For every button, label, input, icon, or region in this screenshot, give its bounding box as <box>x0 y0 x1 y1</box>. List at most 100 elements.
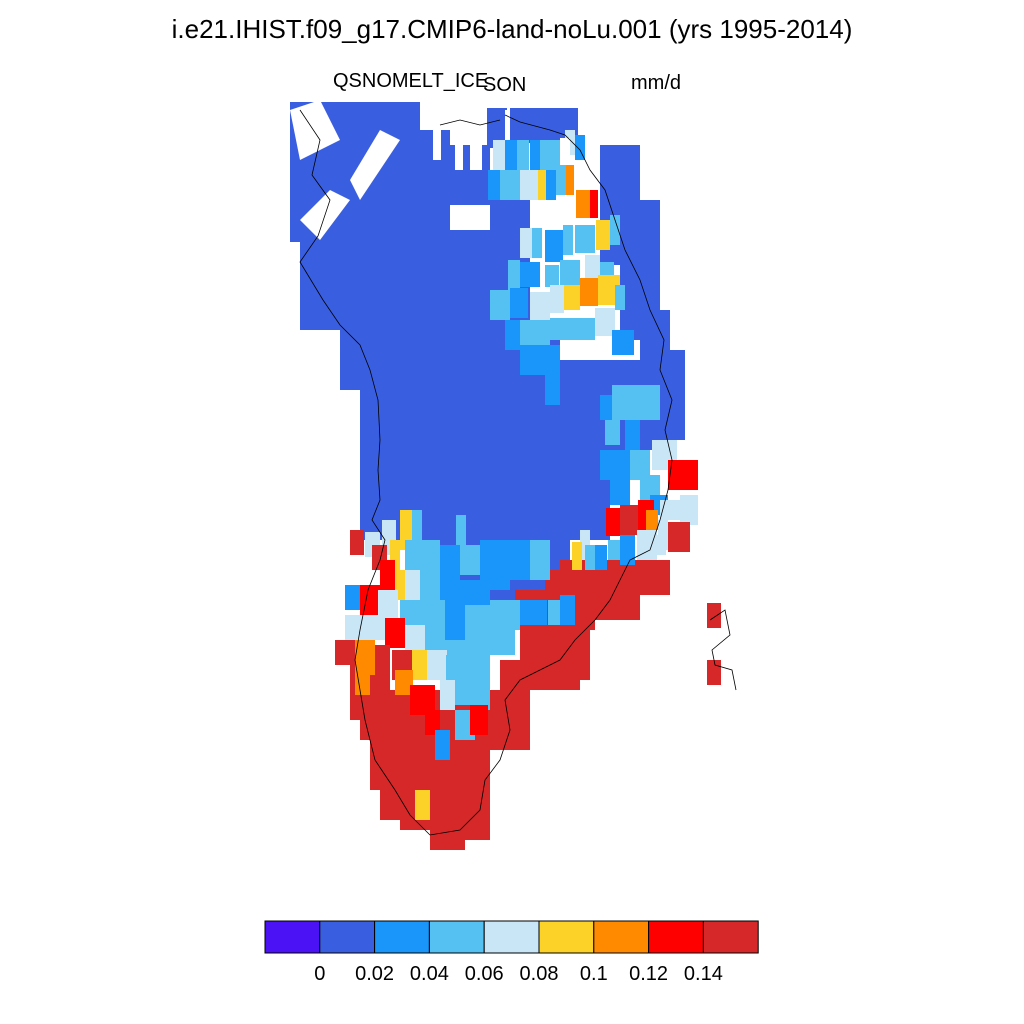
colorbar-box <box>483 920 540 954</box>
coastline <box>299 109 737 836</box>
map-cell <box>595 308 615 336</box>
colorbar-box <box>374 920 430 954</box>
map-cell <box>538 170 546 200</box>
colorbar-tick-label: 0.12 <box>629 963 668 985</box>
map-cell <box>520 320 550 345</box>
map-cell <box>500 170 520 200</box>
map-cell <box>654 535 666 555</box>
map-cell <box>395 570 405 600</box>
map-cell <box>505 140 517 175</box>
colorbar-ticks: 0 0.02 0.04 0.06 0.08 0.1 0.12 0.14 <box>314 963 723 985</box>
map-cell <box>440 680 455 710</box>
map-cell <box>637 530 657 560</box>
colorbar-box <box>264 920 321 954</box>
map-cell <box>493 140 505 170</box>
map-cell <box>335 640 355 665</box>
map-cell <box>610 475 630 505</box>
map-cell <box>355 640 375 675</box>
map-cell <box>490 600 505 630</box>
map-cell <box>425 710 440 735</box>
map-cell <box>530 292 550 324</box>
ice-margin-cells <box>335 130 721 850</box>
colorbar-box <box>702 920 759 954</box>
map-cell <box>475 685 490 710</box>
map-cell <box>660 500 680 520</box>
map-cell <box>395 670 413 695</box>
map-cell <box>378 590 398 620</box>
map-cell <box>545 265 559 287</box>
map-cell <box>612 330 634 355</box>
map-cell <box>563 225 573 255</box>
colorbar-box <box>648 920 704 954</box>
map-cell <box>630 450 650 480</box>
colorbar-tick-label: 0.14 <box>684 963 723 985</box>
map-cell <box>608 540 620 560</box>
map-cell <box>585 255 600 280</box>
map-cell <box>610 215 620 245</box>
map-cell <box>606 508 621 536</box>
map-cell <box>355 670 370 695</box>
map-cell <box>640 475 660 500</box>
map-cell <box>600 395 612 420</box>
map-cell <box>360 585 380 615</box>
map-cell <box>596 220 610 250</box>
map-cell <box>520 600 535 625</box>
map-cell <box>530 140 540 175</box>
map-cell <box>598 275 620 305</box>
map-cell <box>545 375 560 405</box>
map-cell <box>488 170 500 200</box>
map-cell <box>530 540 550 580</box>
map-cell <box>375 645 390 670</box>
map-cell <box>540 140 560 170</box>
no-data-gaps <box>290 100 570 240</box>
map-cell <box>668 522 690 552</box>
map-cell <box>456 515 466 545</box>
map-cell <box>576 190 590 218</box>
map-cell <box>505 600 520 630</box>
map-cell <box>646 510 658 530</box>
map-cell <box>620 505 638 535</box>
map-cell <box>575 135 585 160</box>
map-cell <box>535 600 547 625</box>
map-cell <box>585 545 597 570</box>
map-cell <box>460 545 480 575</box>
map-cell <box>590 190 598 218</box>
map-cell <box>350 530 364 555</box>
map-cell <box>427 650 447 680</box>
map-cell <box>548 600 560 625</box>
colorbar-boxes <box>264 920 759 954</box>
map-cell <box>505 320 520 350</box>
colorbar-box <box>538 920 595 954</box>
colorbar-box <box>428 920 485 954</box>
map-cell <box>405 570 420 600</box>
map-cell <box>412 510 422 540</box>
map-cell <box>510 540 530 580</box>
map-cell <box>707 660 721 685</box>
map-cell <box>560 260 580 285</box>
colorbar-tick-label: 0.08 <box>520 963 559 985</box>
map-cell <box>580 278 598 306</box>
map-cell <box>520 228 532 258</box>
map-cell <box>545 230 563 262</box>
map-cell <box>625 420 640 450</box>
map-cell <box>546 170 556 200</box>
figure-title: i.e21.IHIST.f09_g17.CMIP6-land-noLu.001 … <box>171 14 853 44</box>
map-cell <box>385 618 405 648</box>
colorbar-box <box>593 920 650 954</box>
map-cell <box>405 625 425 650</box>
colorbar-tick-label: 0 <box>314 963 325 985</box>
map-cell <box>440 545 460 585</box>
map-cell <box>560 595 575 625</box>
map-cell <box>520 620 590 680</box>
colorbar-tick-label: 0.1 <box>580 963 608 985</box>
map-cell <box>420 540 440 580</box>
map-cell <box>415 790 430 820</box>
map-cell <box>707 603 721 628</box>
colorbar-tick-label: 0.04 <box>410 963 449 985</box>
map-cell <box>615 285 625 310</box>
map-cell <box>508 260 520 290</box>
map-cell <box>520 170 538 200</box>
colorbar-box <box>319 920 376 954</box>
